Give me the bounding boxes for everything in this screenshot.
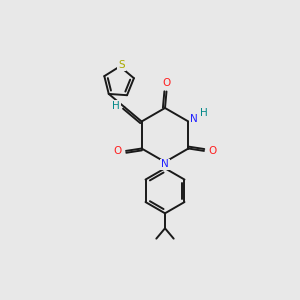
Text: H: H	[112, 100, 120, 110]
Text: O: O	[114, 146, 122, 156]
Text: H: H	[200, 108, 208, 118]
Text: O: O	[208, 146, 216, 156]
Text: S: S	[118, 60, 125, 70]
Text: N: N	[161, 159, 169, 170]
Text: O: O	[163, 78, 171, 88]
Text: N: N	[190, 113, 198, 124]
